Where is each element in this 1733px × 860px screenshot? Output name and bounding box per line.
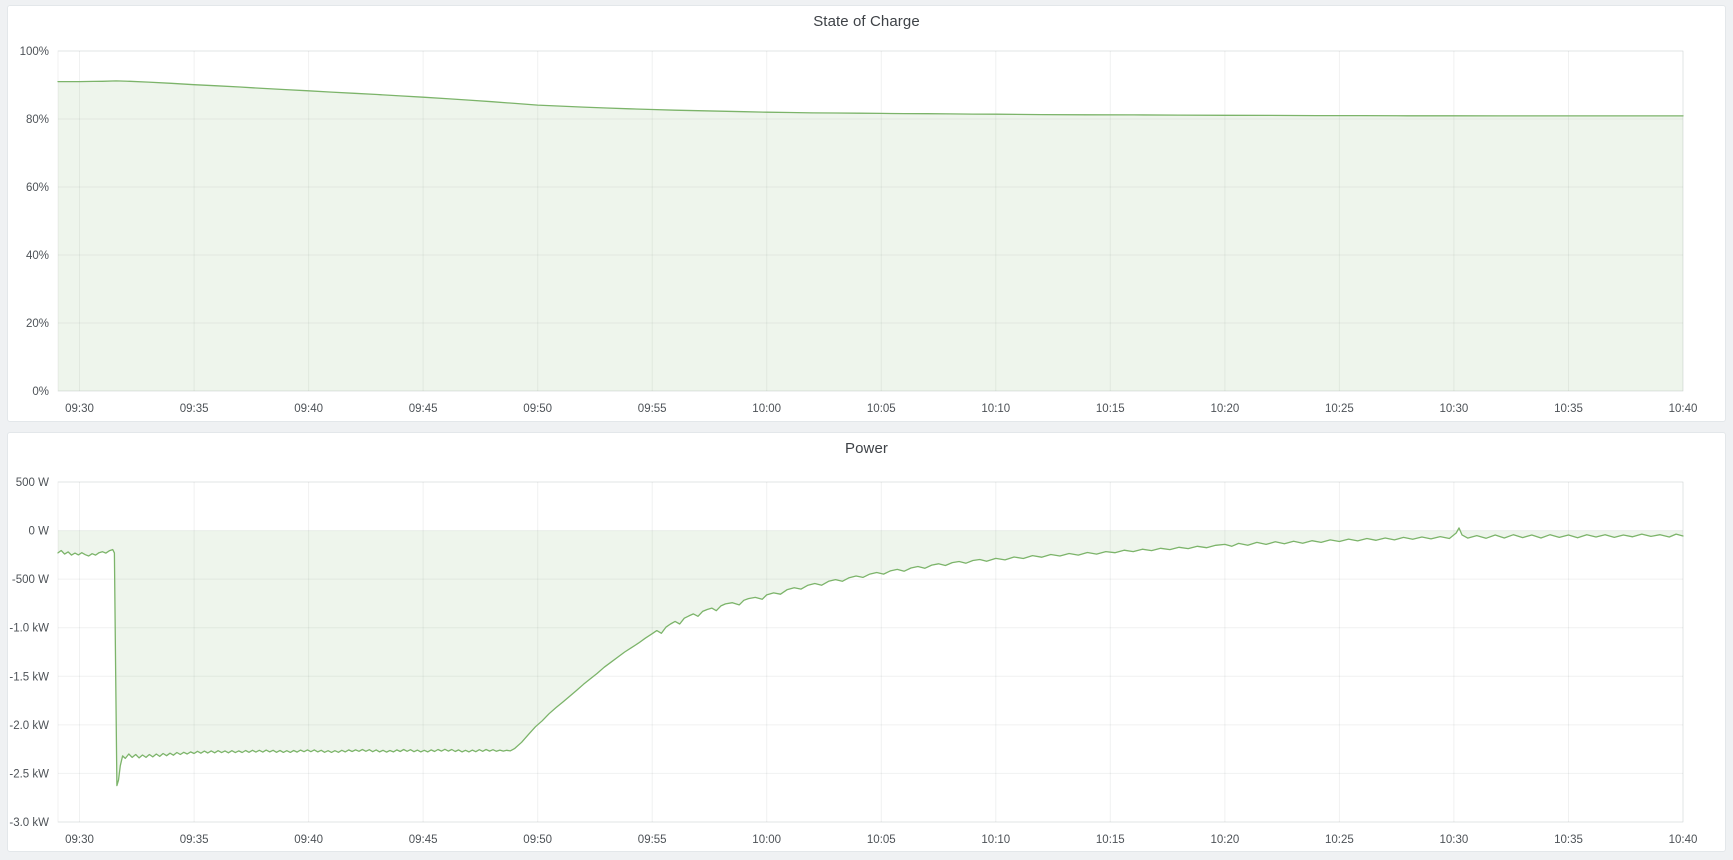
x-axis-tick-label: 09:40 bbox=[294, 403, 323, 415]
x-axis-tick-label: 10:20 bbox=[1211, 834, 1240, 846]
y-axis-tick-label: 500 W bbox=[16, 477, 49, 489]
x-axis-tick-label: 10:10 bbox=[981, 834, 1010, 846]
state-of-charge-panel-title[interactable]: State of Charge bbox=[813, 13, 920, 30]
power-panel: 500 W 0 W -500 W -1.0 kW -1.5 kW -2.0 kW -2.5 … bbox=[7, 432, 1726, 852]
x-axis-tick-label: 09:35 bbox=[180, 403, 209, 415]
x-axis-tick-label: 10:20 bbox=[1211, 403, 1240, 415]
y-axis-tick-label: -1.5 kW bbox=[9, 671, 49, 683]
x-axis-tick-label: 10:30 bbox=[1440, 403, 1469, 415]
x-axis-tick-label: 10:00 bbox=[752, 834, 781, 846]
x-axis-tick-label: 09:45 bbox=[409, 834, 438, 846]
grid-lines bbox=[58, 481, 1684, 823]
y-axis-tick-label: -1.0 kW bbox=[9, 623, 49, 635]
x-axis-tick-label: 10:35 bbox=[1554, 834, 1583, 846]
y-axis-tick-label: 80% bbox=[26, 114, 49, 126]
x-axis-tick-label: 10:25 bbox=[1325, 834, 1354, 846]
x-axis-tick-label: 10:35 bbox=[1554, 403, 1583, 415]
plot-border bbox=[57, 481, 1684, 823]
y-axis-tick-label: 100% bbox=[20, 46, 49, 58]
state-of-charge-panel: 100% 80% 60% 40% 20% 0% 09:30 09:35 09:40 09:45 09… bbox=[7, 5, 1726, 422]
series-line bbox=[57, 80, 1684, 117]
grid-lines bbox=[58, 50, 1684, 392]
x-axis-tick-label: 09:40 bbox=[294, 834, 323, 846]
x-axis-tick-label: 09:55 bbox=[638, 834, 667, 846]
x-axis-tick-label: 09:30 bbox=[65, 403, 94, 415]
state-of-charge-chart[interactable]: 100% 80% 60% 40% 20% 0% 09:30 09:35 09:40 09:45 09… bbox=[8, 6, 1725, 421]
x-axis-tick-label: 09:45 bbox=[409, 403, 438, 415]
x-axis-tick-label: 09:30 bbox=[65, 834, 94, 846]
x-axis-tick-label: 10:05 bbox=[867, 834, 896, 846]
y-axis-tick-label: 40% bbox=[26, 250, 49, 262]
power-chart[interactable]: 500 W 0 W -500 W -1.0 kW -1.5 kW -2.0 kW -2.5 … bbox=[8, 433, 1725, 851]
x-axis-tick-label: 10:40 bbox=[1669, 834, 1698, 846]
x-axis-tick-label: 10:40 bbox=[1669, 403, 1698, 415]
x-axis-tick-label: 10:30 bbox=[1440, 834, 1469, 846]
series-area bbox=[58, 527, 1683, 786]
x-axis-tick-label: 10:00 bbox=[752, 403, 781, 415]
x-axis-tick-label: 10:05 bbox=[867, 403, 896, 415]
y-axis-tick-label: 60% bbox=[26, 182, 49, 194]
x-axis-tick-label: 10:10 bbox=[981, 403, 1010, 415]
y-axis-tick-label: -500 W bbox=[12, 574, 49, 586]
x-axis-tick-label: 09:50 bbox=[523, 403, 552, 415]
y-axis-tick-label: 0 W bbox=[29, 526, 50, 538]
x-axis-tick-label: 09:35 bbox=[180, 834, 209, 846]
plot-border bbox=[57, 50, 1684, 392]
x-axis-tick-label: 09:50 bbox=[523, 834, 552, 846]
x-axis-tick-label: 10:15 bbox=[1096, 834, 1125, 846]
y-axis-tick-label: -2.5 kW bbox=[9, 768, 49, 780]
x-axis-tick-label: 10:25 bbox=[1325, 403, 1354, 415]
y-axis-tick-label: 0% bbox=[32, 386, 49, 398]
y-axis-tick-label: -3.0 kW bbox=[9, 817, 49, 829]
x-axis-tick-label: 09:55 bbox=[638, 403, 667, 415]
y-axis-tick-label: -2.0 kW bbox=[9, 720, 49, 732]
series-line bbox=[57, 527, 1684, 787]
y-axis-tick-label: 20% bbox=[26, 318, 49, 330]
x-axis-tick-label: 10:15 bbox=[1096, 403, 1125, 415]
power-panel-title[interactable]: Power bbox=[844, 440, 889, 457]
series-area bbox=[58, 80, 1683, 392]
